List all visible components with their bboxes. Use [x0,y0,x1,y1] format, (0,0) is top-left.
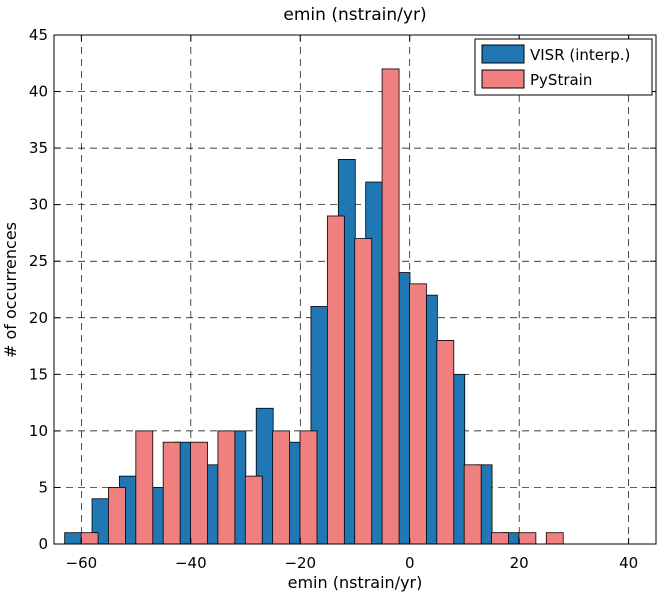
y-tick-label: 20 [29,309,48,327]
pystrain-bar [518,532,537,545]
x-tick-label: −60 [66,554,98,572]
pystrain-bar [409,283,427,545]
pystrain-bar [190,441,208,545]
pystrain-bar [299,430,318,545]
legend-swatch-visr [481,44,525,64]
x-tick-label: 40 [619,554,638,572]
y-tick-label: 15 [29,365,48,383]
y-tick-label: 40 [29,83,48,101]
legend-label-visr: VISR (interp.) [530,46,630,64]
chart-title: emin (nstrain/yr) [283,5,426,25]
y-tick-label: 45 [29,26,48,44]
x-tick-label: −40 [175,554,207,572]
legend-label-pystrain: PyStrain [530,71,592,89]
legend-swatch-pystrain [481,69,525,89]
y-tick-label: 5 [38,478,48,496]
x-tick-label: 20 [510,554,529,572]
y-tick-label: 10 [29,422,48,440]
pystrain-bar [463,464,482,545]
pystrain-bar [436,339,455,545]
pystrain-bar [491,532,509,545]
plot-frame [53,34,657,545]
pystrain-bar [326,215,345,545]
pystrain-bar [108,487,126,545]
legend: VISR (interp.) PyStrain [474,38,653,96]
y-tick-label: 30 [29,196,48,214]
pystrain-bar [381,68,400,545]
pystrain-bar [545,532,564,545]
x-axis-label: emin (nstrain/yr) [288,573,423,592]
x-tick-label: 0 [405,554,415,572]
pystrain-bar [162,441,181,545]
pystrain-bar [80,532,99,545]
pystrain-bar [354,238,373,545]
y-tick-label: 25 [29,252,48,270]
pystrain-bar [244,475,263,545]
y-axis-label: # of occurrences [1,222,20,358]
y-tick-label: 0 [38,535,48,553]
visr-bar [64,532,83,545]
bars-group [64,68,564,545]
x-tick-label: −20 [284,554,316,572]
axis-ticks: −60 −40 −20 0 20 40 0 5 10 15 20 25 30 35 40 45 [29,26,656,572]
y-tick-label: 35 [29,139,48,157]
pystrain-bar [272,430,291,545]
pystrain-bar [217,430,236,545]
pystrain-bar [135,430,154,545]
